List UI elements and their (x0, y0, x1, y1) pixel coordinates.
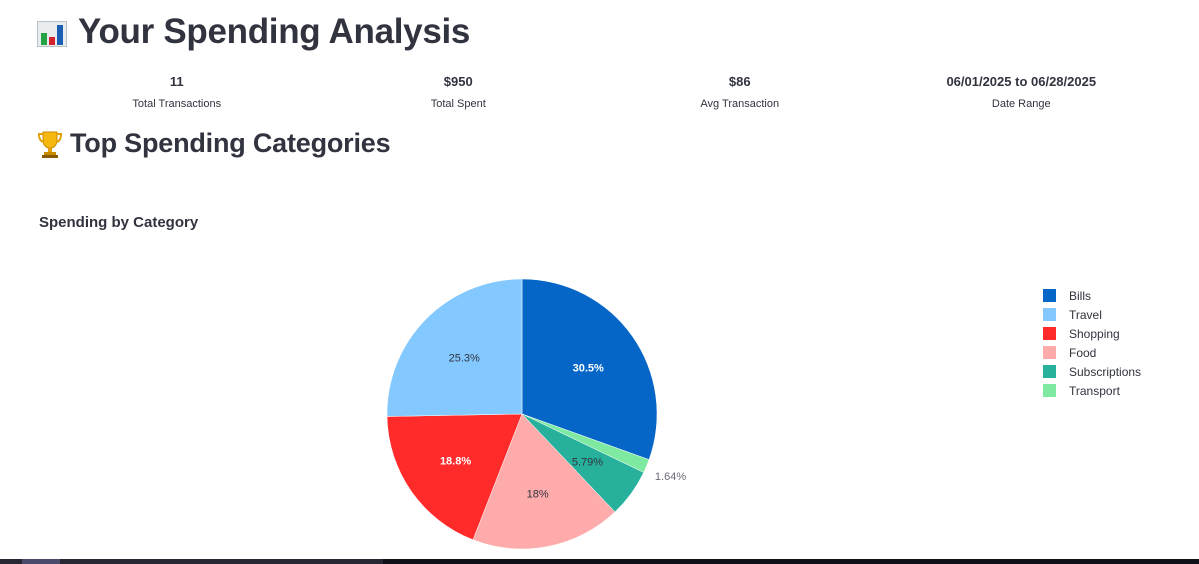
pie-label-shopping: 18.8% (440, 455, 471, 467)
section-title: Top Spending Categories (36, 128, 391, 159)
metric-label: Total Transactions (132, 98, 222, 110)
metric-date-range: 06/01/2025 to 06/28/2025 Date Range (881, 74, 1163, 110)
pie-label-transport: 1.64% (655, 471, 686, 483)
bar-chart-icon (36, 16, 68, 48)
metric-label: Date Range (991, 98, 1051, 110)
pie-slice-travel[interactable] (386, 278, 523, 417)
metric-value: $950 (443, 74, 473, 89)
pie-label-subscriptions: 5.79% (572, 457, 603, 469)
pie-label-bills: 30.5% (573, 362, 604, 374)
pie-slice-food[interactable] (472, 413, 616, 550)
metric-value: $86 (728, 74, 751, 89)
page-title-text: Your Spending Analysis (78, 12, 471, 51)
chart-title: Spending by Category (39, 214, 199, 231)
page-title: Your Spending Analysis (36, 12, 470, 52)
legend-swatch (1043, 327, 1056, 340)
metric-avg-transaction: $86 Avg Transaction (599, 74, 881, 110)
legend-swatch (1043, 346, 1056, 359)
metric-value: 06/01/2025 to 06/28/2025 (946, 74, 1097, 89)
section-title-text: Top Spending Categories (70, 128, 391, 158)
legend-label: Shopping (1069, 326, 1120, 341)
legend-label: Bills (1069, 288, 1092, 303)
metric-value: 11 (169, 74, 184, 89)
pie-slice-shopping[interactable] (386, 413, 523, 541)
legend-swatch (1043, 365, 1056, 378)
legend-item-food[interactable]: Food (1043, 343, 1141, 362)
legend-label: Travel (1069, 307, 1102, 322)
legend-item-subscriptions[interactable]: Subscriptions (1043, 362, 1141, 381)
metric-label: Avg Transaction (700, 98, 780, 110)
pie-slice-bills[interactable] (521, 278, 658, 460)
legend-item-bills[interactable]: Bills (1043, 286, 1141, 305)
trophy-icon (37, 131, 63, 158)
legend-swatch (1043, 289, 1056, 302)
pie-label-food: 18% (527, 488, 549, 500)
chart-legend: Bills Travel Shopping Food Subscriptions Tran… (1043, 286, 1141, 400)
metrics-row: 11 Total Transactions $950 Total Spent $… (36, 74, 1162, 110)
pie-chart: 30.5% 1.64% 5.79% 18% 18.8% 25.3% (386, 278, 686, 550)
metric-total-transactions: 11 Total Transactions (36, 74, 318, 110)
legend-item-travel[interactable]: Travel (1043, 305, 1141, 324)
pie-label-travel: 25.3% (449, 352, 480, 364)
legend-label: Food (1069, 345, 1097, 360)
metric-total-spent: $950 Total Spent (318, 74, 600, 110)
legend-item-shopping[interactable]: Shopping (1043, 324, 1141, 343)
legend-label: Subscriptions (1069, 364, 1142, 379)
legend-swatch (1043, 308, 1056, 321)
metric-label: Total Spent (430, 98, 486, 110)
legend-item-transport[interactable]: Transport (1043, 381, 1141, 400)
legend-label: Transport (1069, 383, 1120, 398)
bottom-bar (0, 559, 1199, 564)
legend-swatch (1043, 384, 1056, 397)
